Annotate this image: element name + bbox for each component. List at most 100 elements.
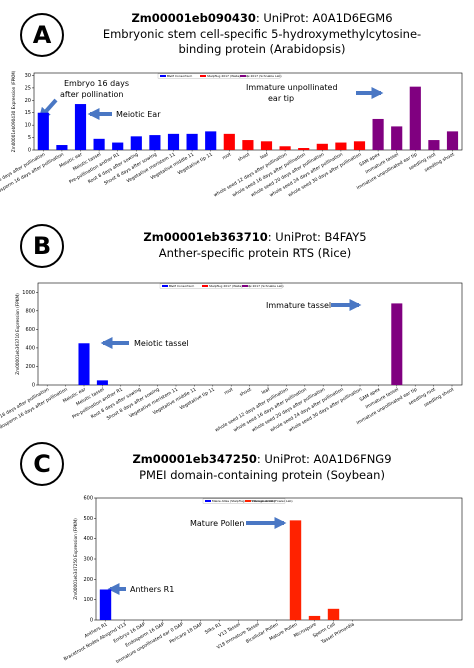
y-tick-label: 10 bbox=[25, 123, 31, 129]
legend-box bbox=[159, 283, 283, 289]
bar bbox=[289, 520, 302, 620]
bar bbox=[78, 343, 90, 385]
legend-label: B&M Consortium bbox=[167, 74, 192, 78]
y-tick-label: 1000 bbox=[22, 290, 35, 296]
panel-letter: A bbox=[33, 21, 52, 49]
plot-frame bbox=[95, 497, 463, 621]
legend-box bbox=[157, 73, 281, 79]
y-tick-label: 25 bbox=[25, 85, 31, 91]
legend-label: B&M Consortium bbox=[169, 284, 194, 288]
annotation: Embryo 16 days bbox=[64, 79, 129, 88]
annotation: Immature tassel bbox=[266, 301, 331, 310]
y-axis-label: Zm00001eb363710 Expression (FPKM) bbox=[15, 293, 20, 375]
subtitle: Embryonic stem cell-specific 5-hydroxyme… bbox=[103, 27, 421, 41]
gene-id: Zm00001eb090430 bbox=[131, 11, 255, 25]
y-tick-label: 600 bbox=[83, 496, 93, 502]
bar bbox=[186, 133, 198, 150]
chart-title: Zm00001eb363710: UniProt: B4FAY5 bbox=[143, 230, 366, 244]
x-tick-label: shoot bbox=[239, 386, 253, 398]
y-tick-label: 600 bbox=[25, 327, 35, 333]
subtitle: PMEI domain-containing protein (Soybean) bbox=[139, 468, 385, 482]
annotation: Anthers R1 bbox=[130, 585, 174, 594]
bar bbox=[37, 112, 49, 150]
panel-letter: C bbox=[33, 450, 51, 478]
y-tick-label: 0 bbox=[28, 148, 31, 154]
legend-swatch bbox=[162, 285, 168, 287]
bar bbox=[56, 145, 68, 150]
bar bbox=[112, 142, 124, 150]
y-tick-label: 500 bbox=[83, 516, 93, 522]
legend-swatch bbox=[240, 75, 246, 77]
x-tick-label: leaf bbox=[259, 151, 270, 161]
annotation: Immature unpollinated bbox=[246, 83, 338, 92]
annotation: Meiotic tassel bbox=[134, 339, 189, 348]
legend-label: Stelpflug 2017 (Walley Lab) bbox=[207, 74, 249, 78]
y-tick-label: 400 bbox=[83, 536, 93, 542]
bar bbox=[93, 138, 105, 150]
x-tick-label: seedling shoot bbox=[423, 151, 455, 173]
x-tick-label: seedling shoot bbox=[423, 386, 455, 408]
panel-badge bbox=[20, 224, 64, 268]
bar bbox=[242, 140, 254, 150]
x-tick-label: root bbox=[223, 386, 234, 396]
bar bbox=[446, 131, 459, 150]
bar bbox=[353, 141, 366, 150]
annotation: after pollination bbox=[60, 90, 123, 99]
chart-title: Zm00001eb090430: UniProt: A0A1D6EGM6 bbox=[131, 11, 392, 25]
y-tick-label: 200 bbox=[83, 577, 93, 583]
bar bbox=[149, 135, 161, 150]
subtitle: binding protein (Arabidopsis) bbox=[179, 42, 346, 56]
y-tick-label: 400 bbox=[25, 345, 35, 351]
y-tick-label: 30 bbox=[25, 73, 31, 79]
legend-swatch bbox=[245, 500, 251, 502]
bar bbox=[308, 615, 321, 620]
panel-badge bbox=[20, 442, 64, 486]
y-tick-label: 800 bbox=[25, 308, 35, 314]
y-tick-label: 200 bbox=[25, 364, 35, 370]
uniprot: : UniProt: A0A1D6EGM6 bbox=[256, 11, 393, 25]
x-tick-label: Tassel Primordia bbox=[319, 621, 355, 645]
bar bbox=[260, 141, 273, 150]
y-tick-label: 0 bbox=[90, 618, 93, 624]
x-tick-label: shoot bbox=[237, 151, 251, 163]
legend-swatch bbox=[205, 500, 211, 502]
uniprot: : UniProt: B4FAY5 bbox=[268, 230, 367, 244]
legend-label: Li 2017 (Schnable Lab) bbox=[249, 284, 284, 288]
y-tick-label: 300 bbox=[83, 557, 93, 563]
bar bbox=[409, 86, 421, 150]
x-tick-label: Pericarp 18 DAP bbox=[169, 621, 204, 645]
x-tick-label: Bicellular Pollen bbox=[245, 621, 280, 644]
subtitle: Anther-specific protein RTS (Rice) bbox=[159, 246, 352, 260]
bar bbox=[205, 131, 217, 150]
chart-title: Zm00001eb347250: UniProt: A0A1D6FNG9 bbox=[132, 452, 391, 466]
bar bbox=[96, 380, 108, 385]
panel-letter: B bbox=[33, 232, 51, 260]
bar bbox=[298, 148, 310, 150]
bar bbox=[99, 589, 112, 620]
legend-swatch bbox=[242, 285, 248, 287]
bar bbox=[391, 126, 403, 150]
uniprot: : UniProt: A0A1D6FNG9 bbox=[257, 452, 392, 466]
gene-id: Zm00001eb363710 bbox=[143, 230, 267, 244]
bar bbox=[327, 608, 340, 620]
plot-frame bbox=[37, 282, 463, 386]
x-tick-label: leaf bbox=[261, 386, 272, 396]
legend-label: Li 2017 (Schnable Lab) bbox=[247, 74, 282, 78]
legend-swatch bbox=[202, 285, 208, 287]
legend-swatch bbox=[160, 75, 166, 77]
bar bbox=[391, 303, 403, 385]
legend-label: Warman 2020 (Fowler Lab) bbox=[252, 499, 293, 503]
gene-id: Zm00001eb347250 bbox=[132, 452, 256, 466]
y-tick-label: 15 bbox=[25, 110, 31, 116]
y-axis-label: Zm00001eb347250 Expression (FPKM) bbox=[73, 518, 78, 600]
x-tick-label: root bbox=[221, 151, 232, 161]
annotation: Mature Pollen bbox=[190, 519, 244, 528]
legend-label: Maize Atlas (Stelpflug 2015 Douglass Lab… bbox=[212, 499, 275, 503]
bar bbox=[372, 118, 384, 150]
y-tick-label: 20 bbox=[25, 98, 31, 104]
bar bbox=[335, 142, 347, 150]
bar bbox=[167, 133, 180, 150]
bar bbox=[316, 143, 328, 150]
legend-box bbox=[202, 498, 286, 504]
